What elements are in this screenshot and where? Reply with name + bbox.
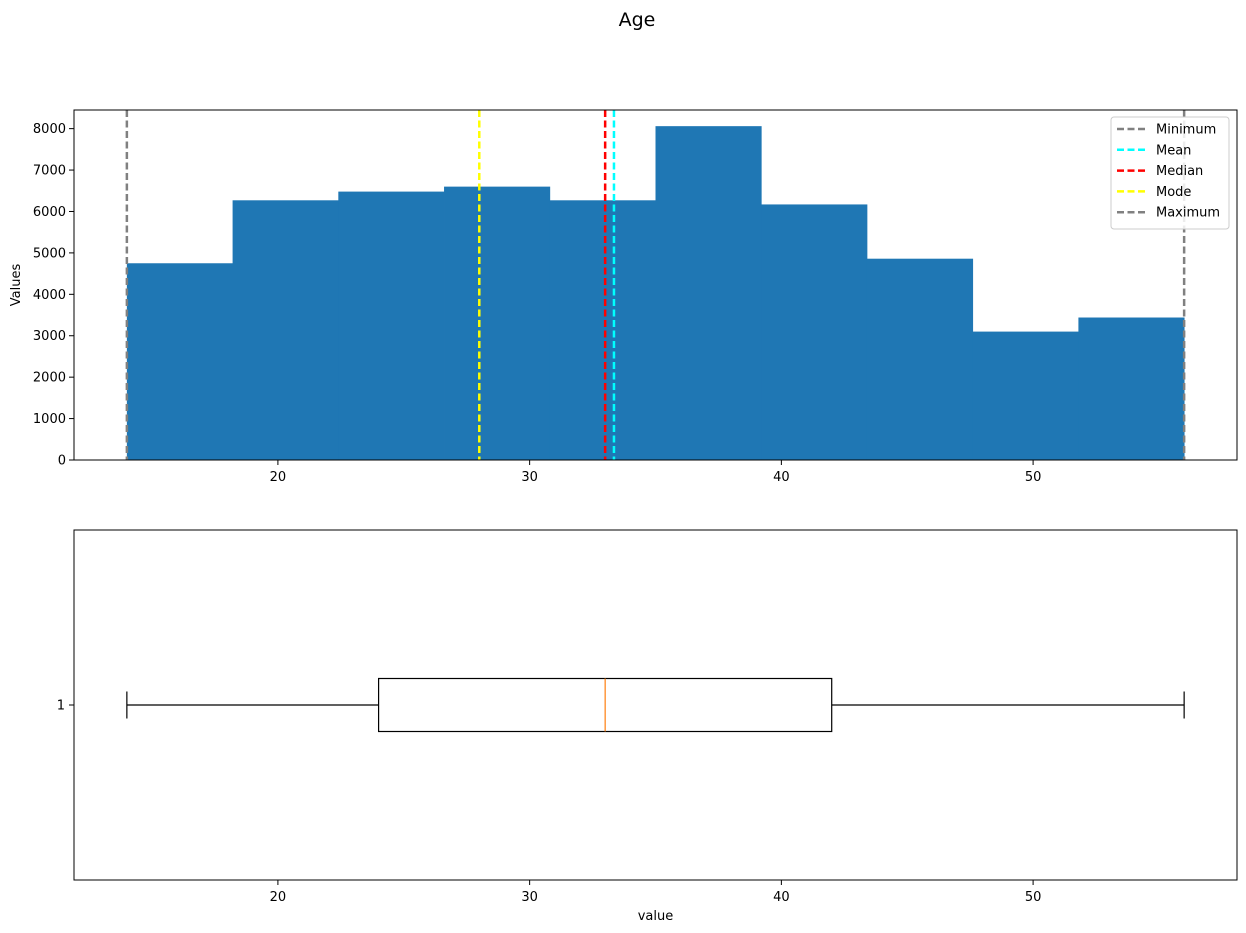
y-tick-label: 6000 xyxy=(33,205,66,220)
y-tick-label: 5000 xyxy=(33,246,66,261)
legend-label-mean: Mean xyxy=(1156,143,1191,158)
histogram-bar xyxy=(1078,317,1185,460)
x-tick-label: 20 xyxy=(270,470,287,485)
legend-label-median: Median xyxy=(1156,164,1203,179)
y-tick-label: 1 xyxy=(57,699,65,714)
histogram-bar xyxy=(338,191,445,460)
histogram-y-axis-label: Values xyxy=(9,264,24,307)
boxplot-marks xyxy=(126,677,1185,733)
legend-label-mode: Mode xyxy=(1156,185,1191,200)
legend: Minimum Mean Median Mode Maximum xyxy=(1110,116,1230,230)
y-tick-label: 1000 xyxy=(33,412,66,427)
y-tick-label: 3000 xyxy=(33,329,66,344)
legend-label-maximum: Maximum xyxy=(1156,206,1220,221)
x-tick-label: 30 xyxy=(521,470,538,485)
histogram-y-ticks: 0 1000 2000 3000 4000 5000 6000 7000 8000 xyxy=(33,122,74,469)
legend-box xyxy=(1110,116,1230,230)
histogram-bar xyxy=(444,186,551,461)
x-tick-label: 40 xyxy=(773,470,790,485)
histogram-bars xyxy=(126,126,1185,461)
x-tick-label: 40 xyxy=(773,890,790,905)
histogram-bar xyxy=(549,200,656,461)
boxplot-x-ticks: 20 30 40 50 xyxy=(270,880,1042,905)
x-tick-label: 20 xyxy=(270,890,287,905)
x-tick-label: 30 xyxy=(521,890,538,905)
y-tick-label: 4000 xyxy=(33,288,66,303)
y-tick-label: 8000 xyxy=(33,122,66,137)
histogram-bar xyxy=(232,200,339,461)
legend-label-minimum: Minimum xyxy=(1156,123,1216,138)
histogram-panel: 20 30 40 50 0 1000 2000 3000 4000 5000 6000 7000 80… xyxy=(9,109,1238,485)
y-tick-label: 2000 xyxy=(33,371,66,386)
y-tick-label: 7000 xyxy=(33,164,66,179)
boxplot-panel: 20 30 40 50 1 value xyxy=(57,529,1238,924)
x-tick-label: 50 xyxy=(1025,890,1042,905)
boxplot-x-axis-label: value xyxy=(638,909,674,924)
boxplot-y-ticks: 1 xyxy=(57,699,74,714)
y-tick-label: 0 xyxy=(58,454,66,469)
histogram-bar xyxy=(655,126,762,461)
figure-title: Age xyxy=(619,9,656,31)
x-tick-label: 50 xyxy=(1025,470,1042,485)
histogram-bar xyxy=(126,263,233,460)
histogram-bar xyxy=(972,331,1079,460)
histogram-axes-frame xyxy=(73,109,1238,461)
histogram-bar xyxy=(761,204,868,460)
histogram-bar xyxy=(866,258,974,460)
histogram-x-ticks: 20 30 40 50 xyxy=(270,460,1042,485)
